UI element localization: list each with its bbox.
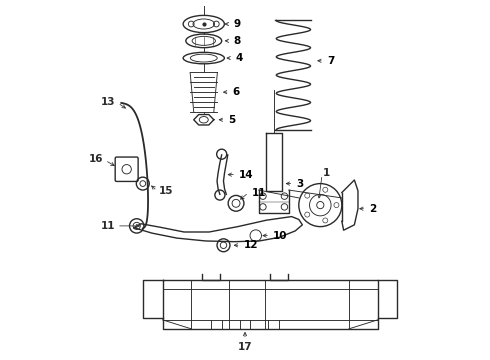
Text: 17: 17: [238, 342, 252, 352]
Text: 14: 14: [239, 170, 253, 180]
Text: 12: 12: [244, 240, 258, 250]
Text: 1: 1: [323, 168, 330, 178]
Text: 5: 5: [228, 115, 235, 125]
Text: 2: 2: [369, 204, 376, 214]
Text: 10: 10: [273, 231, 288, 240]
Text: 9: 9: [234, 19, 241, 29]
Text: 3: 3: [296, 179, 303, 189]
Text: 8: 8: [234, 36, 241, 46]
Polygon shape: [194, 114, 214, 125]
Text: 7: 7: [327, 56, 334, 66]
Text: 4: 4: [235, 53, 243, 63]
Text: 15: 15: [159, 186, 173, 197]
Text: 6: 6: [232, 87, 240, 97]
Text: 11: 11: [251, 188, 266, 198]
Text: 16: 16: [89, 154, 103, 164]
Text: 11: 11: [100, 221, 115, 231]
Text: 13: 13: [100, 97, 115, 107]
